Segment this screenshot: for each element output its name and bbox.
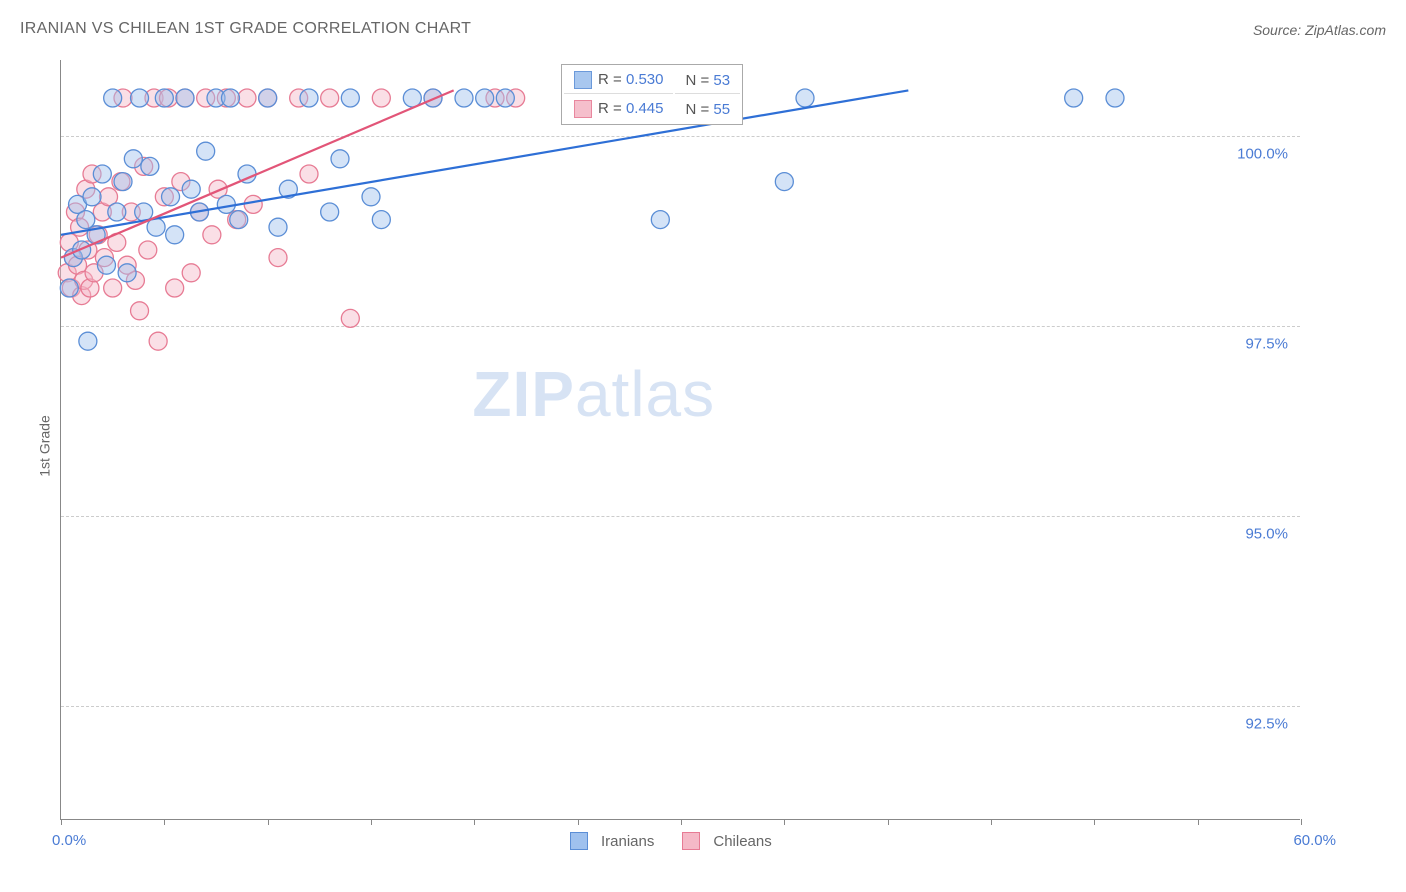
- data-point: [73, 241, 91, 259]
- x-tick: [991, 819, 992, 825]
- x-tick: [578, 819, 579, 825]
- data-point: [114, 173, 132, 191]
- data-point: [149, 332, 167, 350]
- data-point: [476, 89, 494, 107]
- x-tick: [784, 819, 785, 825]
- data-point: [166, 226, 184, 244]
- data-point: [230, 211, 248, 229]
- data-point: [221, 89, 239, 107]
- x-tick: [681, 819, 682, 825]
- data-point: [124, 150, 142, 168]
- y-tick-label: 100.0%: [1237, 146, 1288, 163]
- plot-area: ZIPatlas R = 0.530N = 53R = 0.445N = 55 …: [60, 60, 1300, 820]
- legend-label: Iranians: [601, 833, 654, 850]
- x-tick: [1301, 819, 1302, 825]
- chart-container: IRANIAN VS CHILEAN 1ST GRADE CORRELATION…: [0, 0, 1406, 892]
- data-point: [166, 279, 184, 297]
- data-point: [108, 203, 126, 221]
- source-name: ZipAtlas.com: [1305, 22, 1386, 38]
- data-point: [60, 279, 78, 297]
- legend-item: Iranians: [570, 832, 654, 850]
- x-tick: [1198, 819, 1199, 825]
- data-point: [203, 226, 221, 244]
- data-point: [775, 173, 793, 191]
- data-point: [372, 89, 390, 107]
- data-point: [83, 188, 101, 206]
- data-point: [244, 195, 262, 213]
- y-tick-label: 97.5%: [1245, 336, 1288, 353]
- data-point: [217, 195, 235, 213]
- x-tick: [371, 819, 372, 825]
- data-point: [104, 89, 122, 107]
- x-axis-max-label: 60.0%: [1293, 832, 1336, 849]
- chart-svg: [61, 60, 1300, 819]
- data-point: [238, 89, 256, 107]
- legend-row: R = 0.530N = 53: [564, 67, 740, 94]
- data-point: [79, 332, 97, 350]
- x-tick: [1094, 819, 1095, 825]
- legend-correlation-box: R = 0.530N = 53R = 0.445N = 55: [561, 64, 743, 125]
- data-point: [118, 264, 136, 282]
- data-point: [182, 180, 200, 198]
- data-point: [93, 165, 111, 183]
- data-point: [372, 211, 390, 229]
- y-axis-label: 1st Grade: [37, 415, 53, 476]
- data-point: [455, 89, 473, 107]
- data-point: [131, 302, 149, 320]
- legend-row: R = 0.445N = 55: [564, 96, 740, 122]
- data-point: [176, 89, 194, 107]
- data-point: [300, 165, 318, 183]
- data-point: [341, 309, 359, 327]
- data-point: [341, 89, 359, 107]
- x-tick: [164, 819, 165, 825]
- data-point: [182, 264, 200, 282]
- source-credit: Source: ZipAtlas.com: [1253, 22, 1386, 38]
- data-point: [321, 203, 339, 221]
- x-tick: [474, 819, 475, 825]
- data-point: [362, 188, 380, 206]
- source-prefix: Source:: [1253, 22, 1305, 38]
- data-point: [269, 249, 287, 267]
- data-point: [97, 256, 115, 274]
- legend-series: Iranians Chileans: [570, 832, 772, 850]
- data-point: [104, 279, 122, 297]
- data-point: [269, 218, 287, 236]
- trend-line: [61, 90, 908, 234]
- data-point: [1065, 89, 1083, 107]
- legend-item: Chileans: [682, 832, 771, 850]
- data-point: [197, 142, 215, 160]
- y-tick-label: 95.0%: [1245, 526, 1288, 543]
- legend-swatch: [682, 832, 700, 850]
- data-point: [135, 203, 153, 221]
- legend-label: Chileans: [713, 833, 771, 850]
- data-point: [141, 157, 159, 175]
- data-point: [796, 89, 814, 107]
- x-tick: [888, 819, 889, 825]
- legend-swatch: [570, 832, 588, 850]
- data-point: [331, 150, 349, 168]
- data-point: [162, 188, 180, 206]
- legend-swatch: [574, 71, 592, 89]
- data-point: [496, 89, 514, 107]
- y-tick-label: 92.5%: [1245, 716, 1288, 733]
- data-point: [131, 89, 149, 107]
- x-axis-min-label: 0.0%: [52, 832, 86, 849]
- x-tick: [61, 819, 62, 825]
- data-point: [77, 211, 95, 229]
- data-point: [1106, 89, 1124, 107]
- data-point: [259, 89, 277, 107]
- chart-title: IRANIAN VS CHILEAN 1ST GRADE CORRELATION…: [20, 20, 471, 38]
- x-tick: [268, 819, 269, 825]
- legend-swatch: [574, 100, 592, 118]
- data-point: [139, 241, 157, 259]
- data-point: [651, 211, 669, 229]
- data-point: [300, 89, 318, 107]
- data-point: [424, 89, 442, 107]
- data-point: [155, 89, 173, 107]
- data-point: [321, 89, 339, 107]
